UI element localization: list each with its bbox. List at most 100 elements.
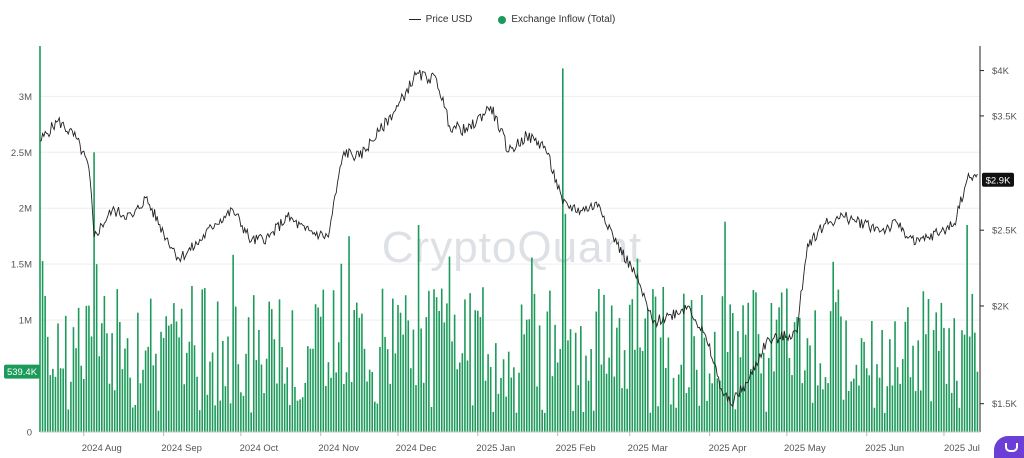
inflow-bar bbox=[811, 402, 814, 432]
price-line bbox=[39, 69, 978, 408]
inflow-bar bbox=[525, 319, 528, 432]
left-tick-label: 0 bbox=[27, 428, 32, 439]
inflow-bar bbox=[907, 307, 909, 432]
inflow-bar bbox=[665, 368, 667, 432]
inflow-bar bbox=[881, 329, 883, 432]
left-tick-label: 2M bbox=[19, 204, 32, 215]
chat-support-icon[interactable] bbox=[994, 436, 1024, 458]
inflow-bar bbox=[510, 377, 513, 432]
inflow-bar bbox=[281, 346, 283, 432]
legend-item-inflow[interactable]: Exchange Inflow (Total) bbox=[498, 14, 615, 25]
inflow-bar bbox=[780, 292, 783, 432]
inflow-bar bbox=[131, 407, 134, 432]
inflow-bar bbox=[847, 390, 850, 432]
inflow-bar bbox=[816, 385, 819, 432]
inflow-bar bbox=[925, 334, 927, 432]
inflow-bar bbox=[574, 332, 577, 432]
x-tick-label: 2025 May bbox=[784, 443, 826, 454]
inflow-bar bbox=[456, 369, 458, 432]
inflow-bar bbox=[505, 396, 507, 432]
inflow-bar bbox=[760, 373, 762, 432]
inflow-bar bbox=[435, 297, 438, 432]
inflow-bar bbox=[62, 368, 64, 432]
inflow-bar bbox=[366, 381, 368, 432]
inflow-bar bbox=[608, 357, 610, 432]
inflow-bar bbox=[703, 337, 706, 432]
inflow-bar bbox=[878, 377, 881, 432]
inflow-bar bbox=[458, 362, 461, 432]
inflow-bar bbox=[945, 383, 948, 432]
inflow-bar bbox=[796, 317, 798, 432]
inflow-bar bbox=[430, 407, 433, 432]
inflow-bar bbox=[683, 293, 685, 432]
inflow-bar bbox=[85, 305, 88, 432]
inflow-bar bbox=[134, 404, 137, 432]
inflow-bar bbox=[551, 376, 554, 432]
inflow-bar bbox=[294, 386, 296, 432]
inflow-bar bbox=[639, 347, 641, 432]
inflow-bar bbox=[214, 405, 216, 432]
x-tick-label: 2024 Aug bbox=[82, 443, 122, 454]
inflow-bar bbox=[845, 320, 847, 432]
inflow-bar bbox=[386, 349, 389, 432]
inflow-bar bbox=[750, 369, 752, 432]
inflow-bar bbox=[384, 336, 386, 432]
inflow-bar bbox=[155, 353, 157, 432]
inflow-bar bbox=[252, 295, 255, 432]
inflow-dot-swatch bbox=[498, 15, 507, 24]
inflow-bar bbox=[572, 410, 574, 432]
inflow-bar bbox=[59, 368, 62, 432]
inflow-bar bbox=[374, 401, 376, 432]
inflow-bar bbox=[950, 392, 953, 432]
inflow-bar bbox=[353, 310, 355, 432]
inflow-bar bbox=[734, 409, 737, 432]
inflow-bar bbox=[381, 288, 384, 432]
price-value-tag: $2.9K bbox=[982, 172, 1014, 187]
inflow-bar bbox=[152, 365, 155, 432]
inflow-bar bbox=[268, 301, 270, 432]
inflow-bar bbox=[461, 353, 464, 432]
inflow-bar bbox=[175, 321, 178, 432]
legend-inflow-label: Exchange Inflow (Total) bbox=[511, 14, 616, 25]
inflow-bar bbox=[103, 295, 106, 432]
x-tick-label: 2025 Mar bbox=[628, 443, 668, 454]
inflow-bar bbox=[193, 345, 196, 432]
inflow-bar bbox=[52, 368, 54, 432]
inflow-bar bbox=[41, 261, 44, 432]
inflow-bar bbox=[883, 412, 886, 432]
inflow-bar bbox=[623, 350, 626, 432]
legend-item-price[interactable]: Price USD bbox=[408, 14, 472, 25]
inflow-bar bbox=[747, 302, 750, 432]
x-tick-label: 2024 Dec bbox=[396, 443, 437, 454]
inflow-bar bbox=[322, 289, 325, 432]
inflow-bar bbox=[75, 348, 77, 432]
inflow-bar bbox=[332, 290, 335, 432]
inflow-bar bbox=[963, 334, 966, 432]
inflow-bar bbox=[515, 412, 518, 432]
watermark: CryptoQuant bbox=[382, 223, 642, 272]
inflow-bar bbox=[543, 412, 546, 432]
inflow-bar bbox=[690, 300, 693, 432]
x-tick-label: 2025 Apr bbox=[709, 443, 747, 454]
inflow-bar bbox=[909, 377, 912, 432]
inflow-bar bbox=[868, 375, 871, 432]
inflow-bar bbox=[276, 383, 278, 432]
right-tick-label: $4K bbox=[992, 66, 1010, 77]
inflow-bar bbox=[170, 324, 173, 432]
inflow-bar bbox=[142, 369, 144, 432]
inflow-bar bbox=[538, 325, 541, 432]
inflow-bar bbox=[72, 327, 75, 432]
inflow-bar bbox=[345, 372, 348, 432]
inflow-bar bbox=[232, 254, 234, 432]
inflow-bar bbox=[173, 303, 175, 432]
inflow-bar bbox=[865, 368, 868, 432]
inflow-bar bbox=[88, 305, 90, 432]
inflow-bar bbox=[914, 391, 917, 432]
inflow-bar bbox=[701, 295, 703, 432]
inflow-bar bbox=[935, 312, 938, 432]
chart-legend: Price USD Exchange Inflow (Total) bbox=[0, 14, 1024, 25]
inflow-bar bbox=[778, 307, 780, 432]
inflow-bar bbox=[206, 394, 209, 432]
inflow-bar bbox=[677, 374, 680, 432]
